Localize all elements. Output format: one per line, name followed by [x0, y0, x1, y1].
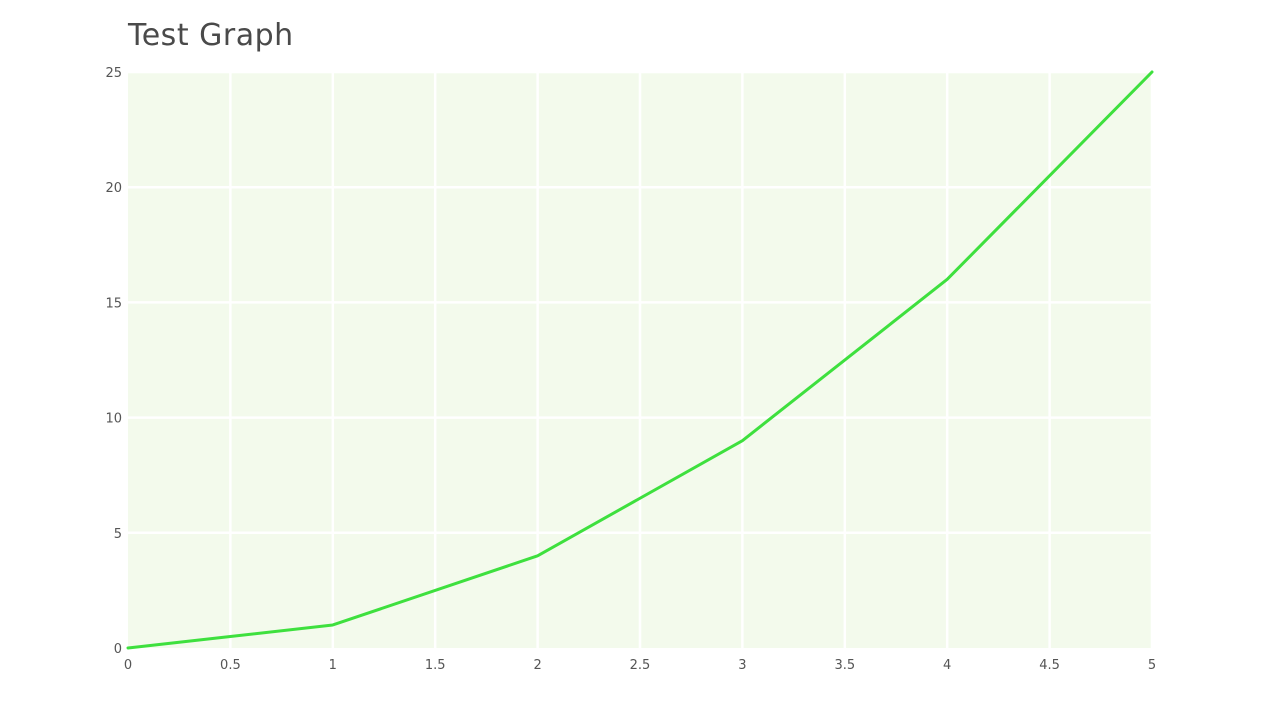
x-tick-label: 5 — [1148, 658, 1156, 673]
x-tick-label: 2 — [533, 658, 541, 673]
chart-title: Test Graph — [128, 18, 294, 53]
x-tick-label: 0 — [124, 658, 132, 673]
series-line — [126, 70, 1154, 650]
x-tick-label: 1 — [329, 658, 337, 673]
x-tick-label: 1.5 — [425, 658, 446, 673]
x-tick-label: 2.5 — [630, 658, 651, 673]
y-tick-label: 5 — [114, 527, 122, 542]
y-tick-label: 25 — [105, 66, 122, 81]
x-tick-label: 4 — [943, 658, 951, 673]
y-tick-label: 20 — [105, 181, 122, 196]
series-layer — [126, 70, 1154, 650]
x-tick-label: 3 — [738, 658, 746, 673]
y-tick-label: 10 — [105, 412, 122, 427]
x-tick-label: 0.5 — [220, 658, 241, 673]
y-tick-label: 15 — [105, 296, 122, 311]
y-axis-ticks: 0 5 10 15 20 25 — [105, 66, 122, 657]
y-tick-label: 0 — [114, 642, 122, 657]
x-axis-ticks: 0 0.5 1 1.5 2 2.5 3 3.5 4 4.5 5 — [124, 658, 1156, 673]
x-tick-label: 4.5 — [1039, 658, 1060, 673]
x-tick-label: 3.5 — [834, 658, 855, 673]
